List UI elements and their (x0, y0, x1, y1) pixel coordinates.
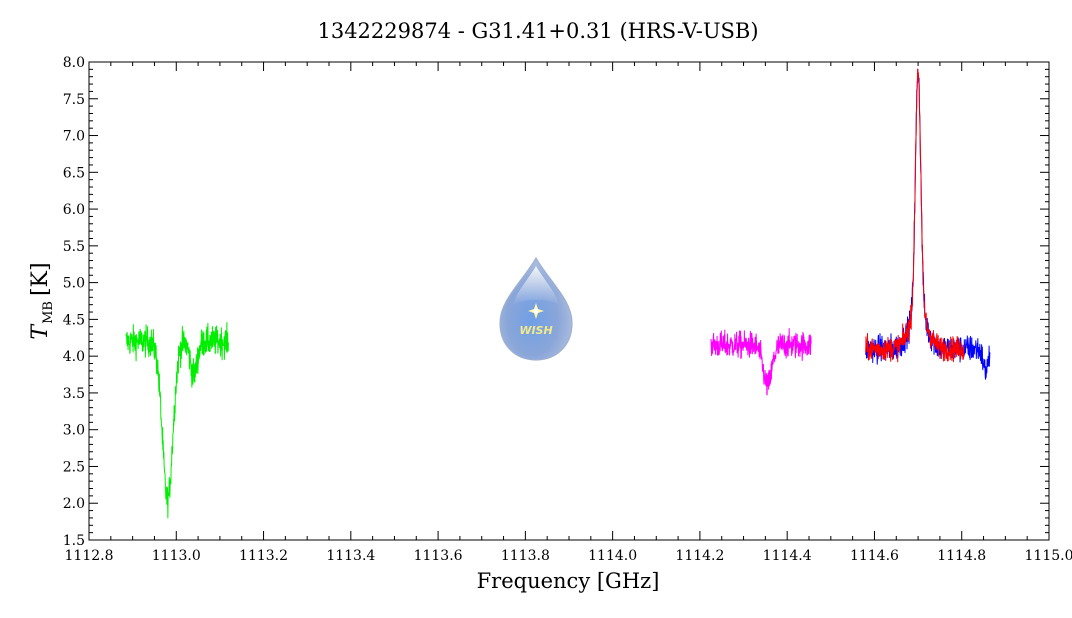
y-tick-label: 2.5 (63, 459, 85, 475)
y-tick-label: 8.0 (63, 55, 85, 71)
x-tick-label: 1112.8 (65, 548, 114, 564)
y-tick-label: 2.0 (63, 496, 85, 512)
x-tick-label: 1114.6 (850, 548, 899, 564)
y-tick-label: 4.0 (63, 349, 85, 365)
series-line-1 (125, 322, 230, 519)
x-axis-label: Frequency [GHz] (477, 569, 660, 593)
series-line-4 (865, 68, 965, 363)
logo-text: WISH (519, 324, 552, 337)
y-tick-label: 6.0 (63, 202, 85, 218)
x-tick-label: 1113.0 (152, 548, 201, 564)
y-axis-label: TMB [K] (28, 262, 56, 339)
x-tick-label: 1114.4 (763, 548, 812, 564)
x-tick-label: 1114.8 (937, 548, 986, 564)
plot-frame (88, 61, 1050, 541)
y-axis-label-unit: [K] (28, 262, 53, 296)
x-tick-label: 1113.4 (326, 548, 375, 564)
x-tick-label: 1113.8 (501, 548, 550, 564)
axis-ticks: 1112.8 1113.0 1113.2 1113.4 1113.6 1113.8 1114… (63, 55, 1072, 564)
chart-title: 1342229874 - G31.41+0.31 (HRS-V-USB) (317, 19, 758, 43)
y-tick-label: 1.5 (63, 533, 85, 549)
y-axis-label-main: T (28, 323, 53, 340)
x-tick-label: 1113.6 (414, 548, 463, 564)
y-tick-label: 5.5 (63, 239, 85, 255)
x-tick-label: 1115.0 (1025, 548, 1072, 564)
x-tick-label: 1114.0 (588, 548, 637, 564)
y-tick-label: 3.5 (63, 386, 85, 402)
svg-text:TMB[K]: TMB [K] (28, 262, 56, 339)
y-tick-label: 3.0 (63, 423, 85, 439)
star-icon (528, 303, 544, 319)
series-line-2 (710, 328, 812, 396)
y-tick-label: 7.0 (63, 129, 85, 145)
series-layer (125, 68, 991, 519)
wish-logo: WISH (499, 256, 573, 361)
y-tick-label: 6.5 (63, 165, 85, 181)
y-tick-label: 4.5 (63, 312, 85, 328)
series-line-3 (865, 68, 991, 380)
x-tick-label: 1113.2 (239, 548, 288, 564)
x-tick-label: 1114.2 (675, 548, 724, 564)
y-tick-label: 7.5 (63, 92, 85, 108)
y-axis-label-sub: MB (41, 301, 56, 324)
y-tick-label: 5.0 (63, 276, 85, 292)
